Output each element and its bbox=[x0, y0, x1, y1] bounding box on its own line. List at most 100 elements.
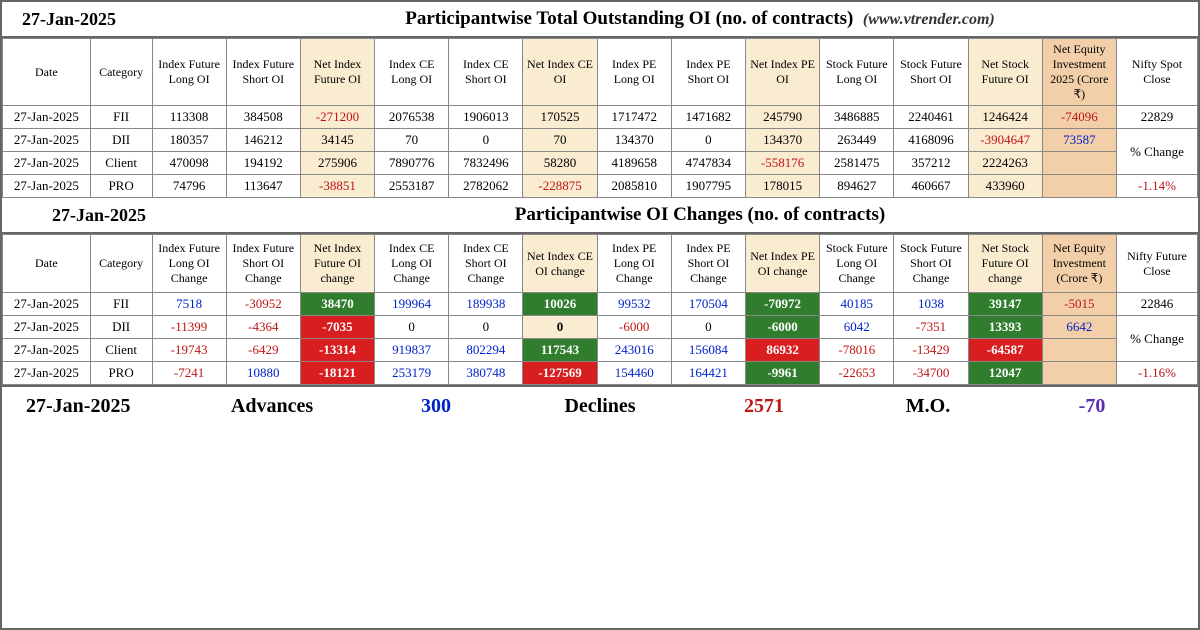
cell: 178015 bbox=[746, 175, 820, 198]
advances-label: Advances bbox=[190, 395, 354, 418]
cell: 2581475 bbox=[820, 152, 894, 175]
col-header: Net Index Future OI change bbox=[300, 235, 374, 293]
cell-cat: Client bbox=[90, 152, 152, 175]
col-header: Stock Future Long OI Change bbox=[820, 235, 894, 293]
title-text-1: Participantwise Total Outstanding OI (no… bbox=[405, 8, 853, 29]
cell: 0 bbox=[449, 316, 523, 339]
cell-date: 27-Jan-2025 bbox=[3, 175, 91, 198]
report-container: 27-Jan-2025 Participantwise Total Outsta… bbox=[0, 0, 1200, 630]
cell: 384508 bbox=[226, 106, 300, 129]
cell: -64587 bbox=[968, 339, 1042, 362]
cell: 2553187 bbox=[375, 175, 449, 198]
cell: 12047 bbox=[968, 362, 1042, 385]
cell: 58280 bbox=[523, 152, 597, 175]
col-header: Stock Future Long OI bbox=[820, 39, 894, 106]
cell: -22653 bbox=[820, 362, 894, 385]
cell: -19743 bbox=[152, 339, 226, 362]
cell: -4364 bbox=[226, 316, 300, 339]
cell: 1246424 bbox=[968, 106, 1042, 129]
cell: 1906013 bbox=[449, 106, 523, 129]
cell-date: 27-Jan-2025 bbox=[3, 129, 91, 152]
cell: 113308 bbox=[152, 106, 226, 129]
cell: 919837 bbox=[375, 339, 449, 362]
cell: 189938 bbox=[449, 293, 523, 316]
cell: -228875 bbox=[523, 175, 597, 198]
col-header: Index PE Long OI bbox=[597, 39, 671, 106]
cell: 2224263 bbox=[968, 152, 1042, 175]
col-header: Net Index PE OI change bbox=[746, 235, 820, 293]
cell: -3904647 bbox=[968, 129, 1042, 152]
cell: 470098 bbox=[152, 152, 226, 175]
col-header: Net Equity Investment (Crore ₹) bbox=[1042, 235, 1116, 293]
cell: 275906 bbox=[300, 152, 374, 175]
cell: 146212 bbox=[226, 129, 300, 152]
cell: 134370 bbox=[597, 129, 671, 152]
cell: -70972 bbox=[746, 293, 820, 316]
cell: 357212 bbox=[894, 152, 968, 175]
pct-change-value: -1.14% bbox=[1116, 175, 1197, 198]
col-header: Index PE Short OI Change bbox=[671, 235, 745, 293]
table-row: 27-Jan-2025DII18035714621234145700701343… bbox=[3, 129, 1198, 152]
footer-row: 27-Jan-2025 Advances 300 Declines 2571 M… bbox=[2, 385, 1198, 426]
title-row-2: 27-Jan-2025 Participantwise OI Changes (… bbox=[2, 198, 1198, 234]
cell: -11399 bbox=[152, 316, 226, 339]
cell: 194192 bbox=[226, 152, 300, 175]
title-date-2: 27-Jan-2025 bbox=[22, 205, 222, 226]
title-url: (www.vtrender.com) bbox=[863, 11, 995, 28]
table-row: 27-Jan-2025PRO74796113647-38851255318727… bbox=[3, 175, 1198, 198]
table-oi-changes: DateCategoryIndex Future Long OI ChangeI… bbox=[2, 234, 1198, 385]
cell: -6000 bbox=[746, 316, 820, 339]
cell: 0 bbox=[375, 316, 449, 339]
col-header: Net Index CE OI bbox=[523, 39, 597, 106]
cell: 39147 bbox=[968, 293, 1042, 316]
col-header: Index CE Short OI bbox=[449, 39, 523, 106]
pct-change-value: -1.16% bbox=[1116, 362, 1197, 385]
cell: 13393 bbox=[968, 316, 1042, 339]
col-header: Nifty Future Close bbox=[1116, 235, 1197, 293]
col-header: Stock Future Short OI bbox=[894, 39, 968, 106]
nifty-future-close: 22846 bbox=[1116, 293, 1197, 316]
cell: -6429 bbox=[226, 339, 300, 362]
nifty-spot-close: 22829 bbox=[1116, 106, 1197, 129]
col-header: Net Index Future OI bbox=[300, 39, 374, 106]
cell: 40185 bbox=[820, 293, 894, 316]
table-row: 27-Jan-2025FII7518-309523847019996418993… bbox=[3, 293, 1198, 316]
cell: -38851 bbox=[300, 175, 374, 198]
cell: 4189658 bbox=[597, 152, 671, 175]
cell bbox=[1042, 362, 1116, 385]
table-row: 27-Jan-2025Client-19743-6429-13314919837… bbox=[3, 339, 1198, 362]
col-header: Net Stock Future OI change bbox=[968, 235, 1042, 293]
cell-date: 27-Jan-2025 bbox=[3, 339, 91, 362]
cell: -74096 bbox=[1042, 106, 1116, 129]
table1-header-row: DateCategoryIndex Future Long OIIndex Fu… bbox=[3, 39, 1198, 106]
cell: 38470 bbox=[300, 293, 374, 316]
col-header: Index Future Short OI Change bbox=[226, 235, 300, 293]
table-row: 27-Jan-2025DII-11399-4364-7035000-60000-… bbox=[3, 316, 1198, 339]
col-header: Net Index CE OI change bbox=[523, 235, 597, 293]
cell: -78016 bbox=[820, 339, 894, 362]
cell-cat: PRO bbox=[90, 362, 152, 385]
cell: 253179 bbox=[375, 362, 449, 385]
cell: 6642 bbox=[1042, 316, 1116, 339]
cell-date: 27-Jan-2025 bbox=[3, 293, 91, 316]
col-header: Net Index PE OI bbox=[746, 39, 820, 106]
cell: -13429 bbox=[894, 339, 968, 362]
col-header: Index Future Long OI Change bbox=[152, 235, 226, 293]
cell: 164421 bbox=[671, 362, 745, 385]
cell: 1038 bbox=[894, 293, 968, 316]
title-date-1: 27-Jan-2025 bbox=[22, 9, 222, 30]
cell: 460667 bbox=[894, 175, 968, 198]
cell: -7241 bbox=[152, 362, 226, 385]
cell-date: 27-Jan-2025 bbox=[3, 106, 91, 129]
table-outstanding-oi: DateCategoryIndex Future Long OIIndex Fu… bbox=[2, 38, 1198, 198]
cell: 3486885 bbox=[820, 106, 894, 129]
cell: 2240461 bbox=[894, 106, 968, 129]
cell-cat: DII bbox=[90, 316, 152, 339]
col-header: Index CE Long OI Change bbox=[375, 235, 449, 293]
cell: -7351 bbox=[894, 316, 968, 339]
cell: 10026 bbox=[523, 293, 597, 316]
cell: 2076538 bbox=[375, 106, 449, 129]
advances-value: 300 bbox=[354, 395, 518, 418]
cell-cat: DII bbox=[90, 129, 152, 152]
col-header: Index Future Short OI bbox=[226, 39, 300, 106]
